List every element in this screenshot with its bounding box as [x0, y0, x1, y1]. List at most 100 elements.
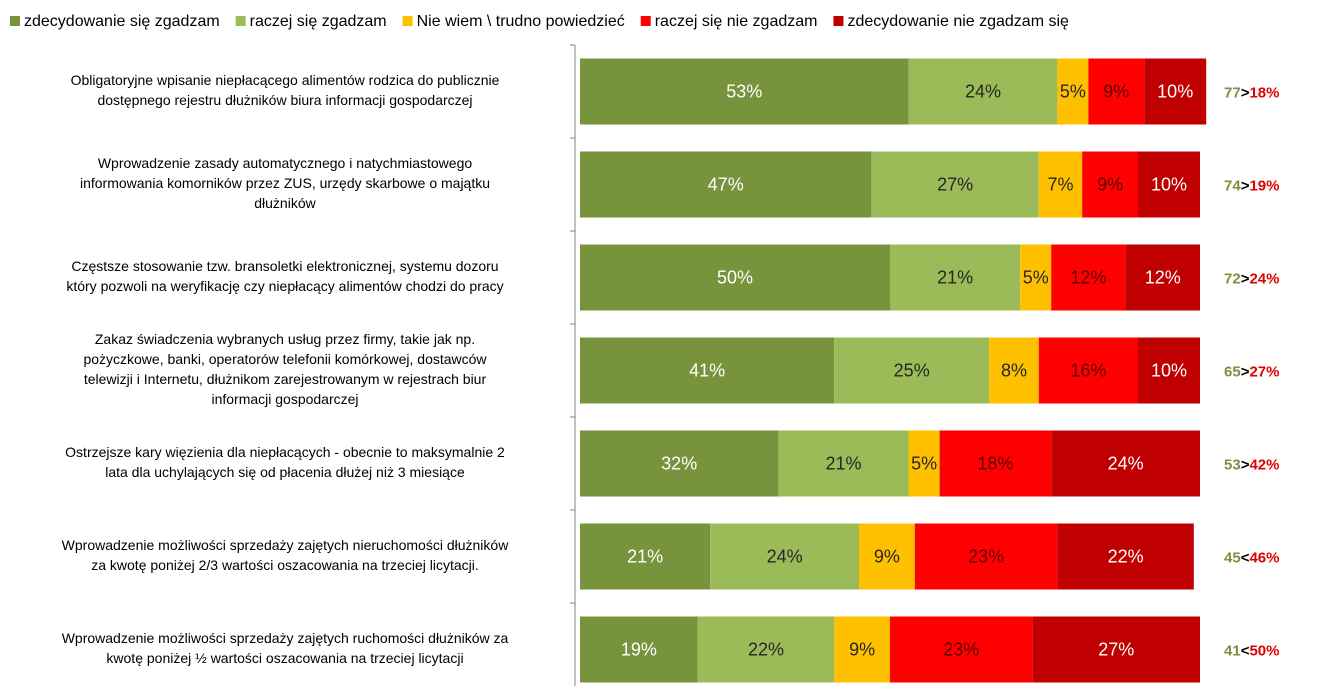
- bar-segment: [1020, 244, 1052, 311]
- summary-part: 72: [1224, 270, 1241, 287]
- value-label: 32%: [661, 453, 697, 473]
- value-label: 10%: [1151, 174, 1187, 194]
- legend-label: raczej się zgadzam: [250, 13, 387, 30]
- legend-label: Nie wiem \ trudno powiedzieć: [417, 13, 625, 30]
- value-label: 9%: [849, 639, 875, 659]
- bar-segment: [1038, 337, 1138, 404]
- bar-segment: [1051, 244, 1126, 311]
- bar-segment: [1125, 244, 1200, 311]
- legend-label: zdecydowanie nie zgadzam się: [847, 13, 1069, 30]
- value-label: 24%: [767, 546, 803, 566]
- bar-segment: [871, 151, 1039, 218]
- value-label: 41%: [689, 360, 725, 380]
- summary-part: 42%: [1249, 456, 1279, 473]
- bar-segment: [1088, 58, 1145, 125]
- bar-segment: [1057, 523, 1194, 590]
- category-label: który pozwoli na weryfikację czy niepłac…: [66, 278, 503, 294]
- category-label: informacji gospodarczej: [211, 391, 358, 407]
- value-label: 23%: [968, 546, 1004, 566]
- summary-part: 53: [1224, 456, 1241, 473]
- summary-annotation: 53>42%: [1224, 456, 1279, 473]
- summary-part: 19%: [1249, 177, 1279, 194]
- bar-segment: [1038, 151, 1083, 218]
- bar-segment: [1144, 58, 1207, 125]
- value-label: 9%: [1097, 174, 1123, 194]
- bar-segment: [580, 244, 890, 311]
- summary-part: >: [1241, 456, 1250, 473]
- bar-segment: [939, 430, 1052, 497]
- category-label: lata dla uchylających się od płacenia dł…: [105, 464, 465, 480]
- bar-segment: [834, 616, 890, 683]
- value-label: 21%: [627, 546, 663, 566]
- category-label: informowania komorników przez ZUS, urzęd…: [80, 175, 490, 191]
- value-label: 53%: [726, 81, 762, 101]
- value-label: 7%: [1047, 174, 1073, 194]
- bar-segment: [580, 58, 909, 125]
- bar-segment: [859, 523, 915, 590]
- summary-annotation: 77>18%: [1224, 84, 1279, 101]
- legend-swatch: [640, 16, 651, 26]
- summary-part: 24%: [1249, 270, 1279, 287]
- category-label: dłużników: [254, 195, 316, 211]
- summary-part: 74: [1224, 177, 1241, 194]
- value-label: 9%: [874, 546, 900, 566]
- value-label: 8%: [1001, 360, 1027, 380]
- bar-segment: [834, 337, 990, 404]
- summary-part: >: [1241, 270, 1250, 287]
- value-label: 24%: [965, 81, 1001, 101]
- summary-annotation: 65>27%: [1224, 363, 1279, 380]
- bar-segment: [1138, 151, 1200, 218]
- value-label: 5%: [1060, 81, 1086, 101]
- bar-segment: [1051, 430, 1200, 497]
- summary-part: >: [1241, 177, 1250, 194]
- category-label: pożyczkowe, banki, operatorów telefonii …: [83, 351, 487, 367]
- summary-part: 27%: [1249, 363, 1279, 380]
- value-label: 22%: [748, 639, 784, 659]
- value-label: 22%: [1108, 546, 1144, 566]
- bar-segment: [778, 430, 909, 497]
- value-label: 27%: [1098, 639, 1134, 659]
- value-label: 27%: [937, 174, 973, 194]
- value-label: 5%: [911, 453, 937, 473]
- value-label: 9%: [1103, 81, 1129, 101]
- category-label: Obligatoryjne wpisanie niepłacącego alim…: [71, 72, 500, 88]
- category-label: Częstsze stosowanie tzw. bransoletki ele…: [71, 258, 498, 274]
- legend-swatch: [235, 16, 246, 26]
- value-label: 21%: [825, 453, 861, 473]
- legend-swatch: [402, 16, 413, 26]
- category-label: Wprowadzenie możliwości sprzedaży zajęty…: [62, 537, 510, 553]
- bar-segment: [1057, 58, 1089, 125]
- summary-part: <: [1241, 642, 1250, 659]
- summary-part: <: [1241, 549, 1250, 566]
- value-label: 12%: [1070, 267, 1106, 287]
- bar-segment: [1138, 337, 1200, 404]
- summary-part: 18%: [1249, 84, 1279, 101]
- bar-segment: [1032, 616, 1200, 683]
- category-label: dostępnego rejestru dłużników biura info…: [97, 92, 472, 108]
- bar-segment: [580, 616, 698, 683]
- bar-segment: [697, 616, 835, 683]
- summary-part: 41: [1224, 642, 1241, 659]
- category-label: kwotę poniżej ½ wartości oszacowania na …: [106, 650, 463, 666]
- value-label: 21%: [937, 267, 973, 287]
- summary-annotation: 74>19%: [1224, 177, 1279, 194]
- value-label: 5%: [1023, 267, 1049, 287]
- summary-annotation: 41<50%: [1224, 642, 1279, 659]
- bar-segment: [1082, 151, 1138, 218]
- bar-segment: [914, 523, 1058, 590]
- bar-segment: [580, 523, 711, 590]
- legend-label: raczej się nie zgadzam: [655, 13, 818, 30]
- bar-segment: [890, 244, 1021, 311]
- summary-part: >: [1241, 363, 1250, 380]
- bar-segment: [580, 430, 779, 497]
- legend-swatch: [833, 16, 844, 26]
- summary-part: 77: [1224, 84, 1241, 101]
- legend-label: zdecydowanie się zgadzam: [24, 13, 220, 30]
- bar-segment: [710, 523, 859, 590]
- category-label: Wprowadzenie zasady automatycznego i nat…: [98, 155, 473, 171]
- value-label: 23%: [943, 639, 979, 659]
- summary-annotation: 45<46%: [1224, 549, 1279, 566]
- category-label: telewizji i Internetu, dłużnikom zarejes…: [84, 371, 487, 387]
- summary-part: 46%: [1249, 549, 1279, 566]
- summary-part: >: [1241, 84, 1250, 101]
